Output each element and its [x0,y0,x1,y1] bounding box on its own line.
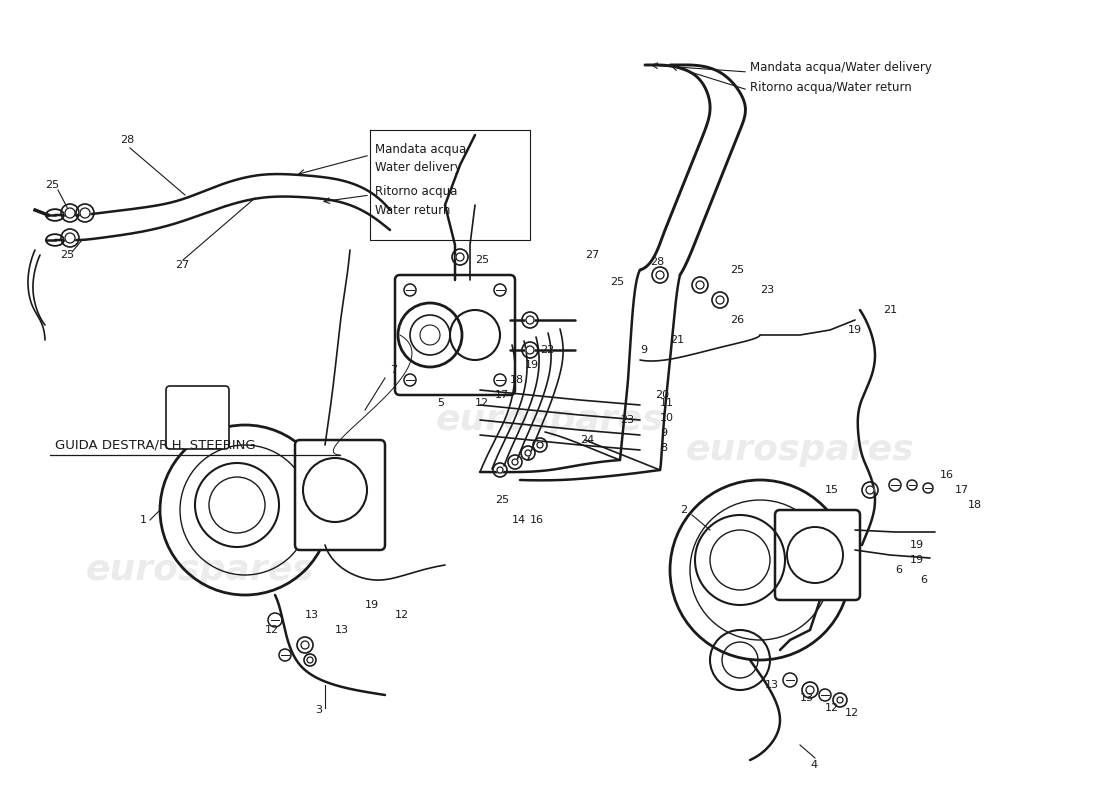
Circle shape [80,208,90,218]
FancyBboxPatch shape [776,510,860,600]
Text: 17: 17 [495,390,509,400]
Text: 11: 11 [660,398,674,408]
Text: 25: 25 [45,180,59,190]
Text: 13: 13 [800,693,814,703]
Text: 3: 3 [315,705,322,715]
Circle shape [456,253,464,261]
Text: 15: 15 [825,485,839,495]
Text: 21: 21 [883,305,898,315]
Text: 6: 6 [920,575,927,585]
Text: 20: 20 [654,390,669,400]
Text: 26: 26 [730,315,744,325]
Text: 24: 24 [580,435,594,445]
Text: 13: 13 [305,610,319,620]
Text: 13: 13 [336,625,349,635]
Text: 17: 17 [955,485,969,495]
Text: Ritorno acqua/Water return: Ritorno acqua/Water return [750,82,912,94]
Text: 9: 9 [640,345,647,355]
Circle shape [65,208,75,218]
Text: 25: 25 [475,255,490,265]
Circle shape [525,450,531,456]
Text: 19: 19 [910,555,924,565]
Text: Mandata acqua/Water delivery: Mandata acqua/Water delivery [750,62,932,74]
Text: 5: 5 [437,398,444,408]
Text: 28: 28 [120,135,134,145]
Text: 9: 9 [660,428,667,438]
Text: 22: 22 [540,345,554,355]
Text: 12: 12 [265,625,279,635]
Text: 23: 23 [760,285,774,295]
Circle shape [307,657,314,663]
Text: 25: 25 [730,265,744,275]
Text: 1: 1 [140,515,147,525]
Text: 25: 25 [610,277,624,287]
Text: eurospares: eurospares [685,433,914,467]
Text: 14: 14 [512,515,526,525]
Text: 12: 12 [475,398,490,408]
Text: 18: 18 [510,375,524,385]
FancyBboxPatch shape [166,386,229,449]
Text: eurospares: eurospares [86,553,315,587]
Text: 27: 27 [585,250,600,260]
Text: 25: 25 [60,250,74,260]
Text: 12: 12 [825,703,839,713]
Text: Water delivery: Water delivery [375,162,462,174]
FancyBboxPatch shape [295,440,385,550]
Text: 27: 27 [175,260,189,270]
Circle shape [537,442,543,448]
Text: 16: 16 [530,515,544,525]
Circle shape [526,316,534,324]
Circle shape [301,641,309,649]
Text: 21: 21 [670,335,684,345]
Text: 13: 13 [764,680,779,690]
Circle shape [656,271,664,279]
Text: 12: 12 [395,610,409,620]
Text: 19: 19 [848,325,862,335]
Circle shape [806,686,814,694]
Text: GUIDA DESTRA/R.H. STEERING: GUIDA DESTRA/R.H. STEERING [55,438,255,451]
Circle shape [696,281,704,289]
Circle shape [526,346,534,354]
Text: 19: 19 [525,360,539,370]
Text: 19: 19 [910,540,924,550]
Text: 7: 7 [390,365,397,375]
Circle shape [497,467,503,473]
Circle shape [866,486,874,494]
Circle shape [716,296,724,304]
Text: 19: 19 [365,600,380,610]
Circle shape [512,459,518,465]
Text: Ritorno acqua: Ritorno acqua [375,186,458,198]
Circle shape [837,697,843,703]
Text: 10: 10 [660,413,674,423]
FancyBboxPatch shape [395,275,515,395]
Text: 4: 4 [810,760,817,770]
Text: 8: 8 [660,443,667,453]
Text: 2: 2 [680,505,688,515]
Text: 28: 28 [650,257,664,267]
Text: 16: 16 [940,470,954,480]
Text: Water return: Water return [375,203,450,217]
Circle shape [65,233,75,243]
Text: eurospares: eurospares [436,403,664,437]
Text: 25: 25 [495,495,509,505]
Text: Mandata acqua: Mandata acqua [375,143,466,157]
Text: 6: 6 [895,565,902,575]
Text: 12: 12 [845,708,859,718]
Text: 23: 23 [620,415,634,425]
Text: 18: 18 [968,500,982,510]
